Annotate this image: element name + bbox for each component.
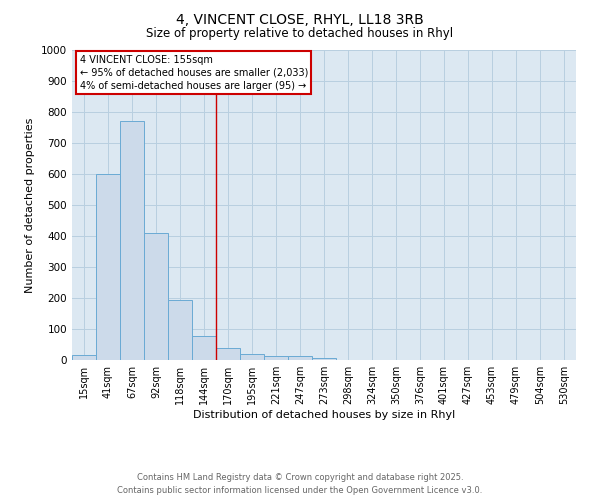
Text: Contains HM Land Registry data © Crown copyright and database right 2025.: Contains HM Land Registry data © Crown c…	[137, 472, 463, 482]
Text: 4 VINCENT CLOSE: 155sqm
← 95% of detached houses are smaller (2,033)
4% of semi-: 4 VINCENT CLOSE: 155sqm ← 95% of detache…	[80, 54, 308, 91]
Bar	[96, 174, 120, 360]
Bar	[192, 336, 216, 360]
Bar	[288, 356, 312, 360]
Bar	[240, 354, 264, 360]
X-axis label: Distribution of detached houses by size in Rhyl: Distribution of detached houses by size …	[193, 410, 455, 420]
Text: 4, VINCENT CLOSE, RHYL, LL18 3RB: 4, VINCENT CLOSE, RHYL, LL18 3RB	[176, 12, 424, 26]
Bar	[72, 356, 96, 360]
Y-axis label: Number of detached properties: Number of detached properties	[25, 118, 35, 292]
Text: Contains public sector information licensed under the Open Government Licence v3: Contains public sector information licen…	[118, 486, 482, 495]
Bar	[216, 348, 240, 360]
Bar	[144, 233, 168, 360]
Bar	[264, 356, 288, 360]
Bar	[168, 300, 192, 360]
Bar	[312, 358, 336, 360]
Text: Size of property relative to detached houses in Rhyl: Size of property relative to detached ho…	[146, 28, 454, 40]
Bar	[120, 122, 144, 360]
